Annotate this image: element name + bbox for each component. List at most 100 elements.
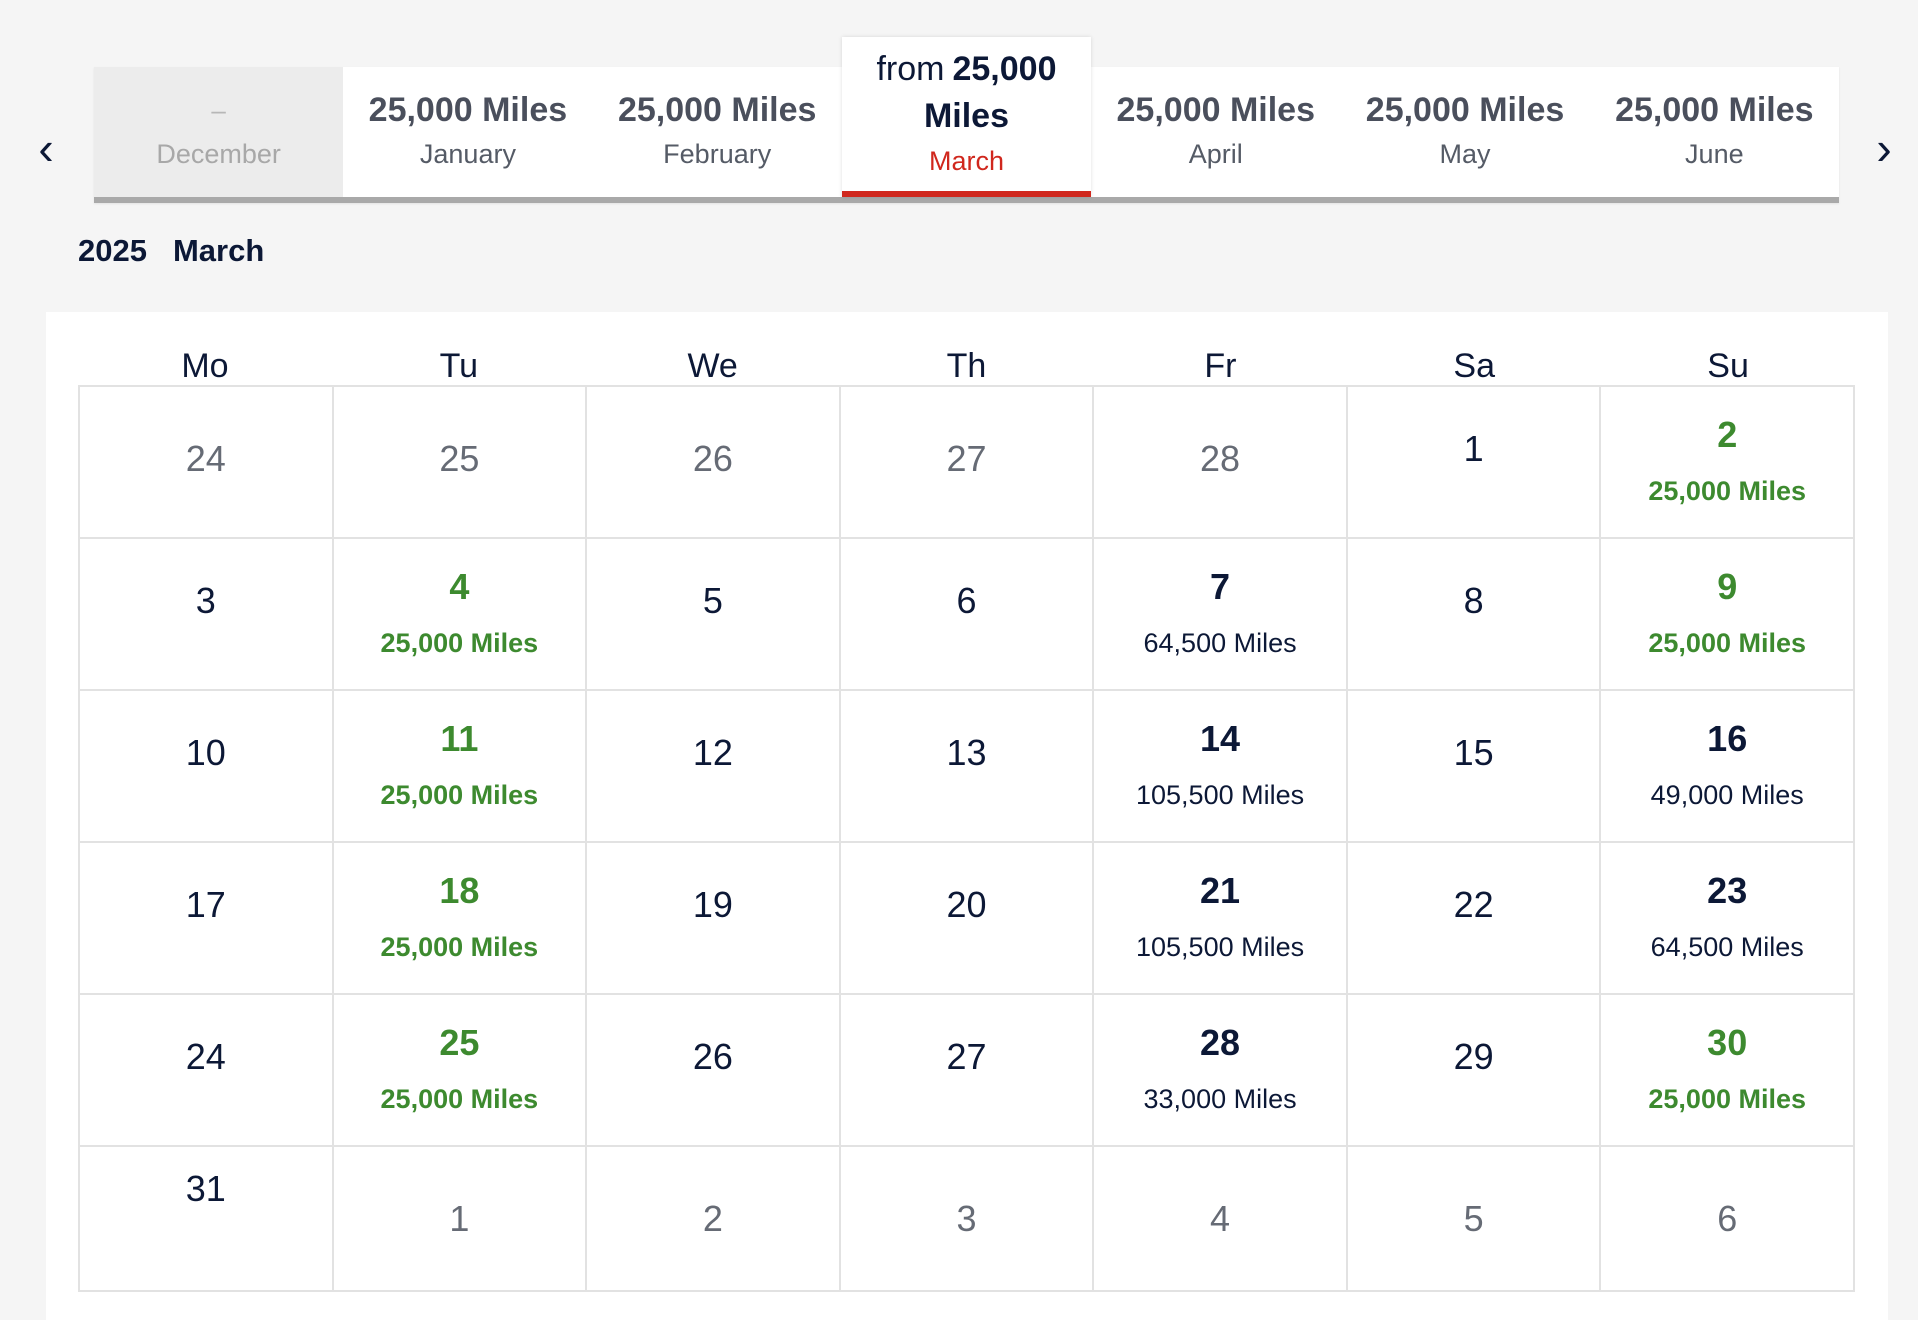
calendar-day-cell[interactable]: 15	[1347, 691, 1602, 843]
calendar-day-cell[interactable]: 26	[587, 995, 841, 1147]
month-price: 25,000 Miles	[368, 91, 568, 129]
calendar-day-cell[interactable]: 26	[587, 387, 841, 539]
calendar-day-cell[interactable]: 3	[80, 539, 334, 691]
month-price: 25,000 Miles	[1365, 91, 1565, 129]
calendar-day-cell[interactable]: 28 33,000 Miles	[1094, 995, 1348, 1147]
calendar-day-cell[interactable]: 11 25,000 Miles	[333, 691, 588, 843]
day-miles-price: 25,000 Miles	[1648, 476, 1807, 506]
month-name: April	[1188, 139, 1243, 169]
calendar-day-cell[interactable]: 1	[333, 1147, 588, 1292]
calendar-day-cell[interactable]: 9 25,000 Miles	[1601, 539, 1855, 691]
calendar-heading: 2025 March	[78, 233, 264, 269]
calendar-day-cell[interactable]: 10	[80, 691, 334, 843]
day-number: 15	[1453, 732, 1494, 773]
month-tab-march[interactable]: from 25,000 Miles March	[841, 37, 1092, 197]
day-number: 27	[946, 438, 987, 479]
month-tab-february[interactable]: 25,000 Miles February	[593, 67, 842, 197]
heading-month: March	[172, 233, 265, 268]
calendar-day-cell[interactable]: 13	[840, 691, 1095, 843]
month-tab-june[interactable]: 25,000 Miles June	[1590, 67, 1839, 197]
calendar-day-cell[interactable]: 17	[80, 843, 334, 995]
day-miles-price: 25,000 Miles	[380, 932, 539, 962]
day-number: 28	[1200, 438, 1241, 479]
month-name: May	[1439, 139, 1491, 169]
day-number: 14	[1200, 718, 1241, 759]
month-tab-december: – December	[94, 67, 344, 197]
calendar-day-cell[interactable]: 14 105,500 Miles	[1094, 691, 1348, 843]
weekday-mo: Mo	[181, 347, 229, 385]
month-tab-may[interactable]: 25,000 Miles May	[1340, 67, 1589, 197]
day-number: 3	[956, 1198, 977, 1239]
day-number: 30	[1707, 1022, 1748, 1063]
calendar-day-cell[interactable]: 19	[587, 843, 841, 995]
weekday-sa: Sa	[1453, 347, 1496, 385]
calendar-day-cell[interactable]: 25 25,000 Miles	[333, 995, 588, 1147]
calendar-day-cell[interactable]: 27	[840, 387, 1095, 539]
next-month-arrow-icon[interactable]: ›	[1876, 122, 1892, 174]
calendar-day-cell[interactable]: 28	[1094, 387, 1348, 539]
day-miles-price: 25,000 Miles	[380, 628, 539, 658]
day-number: 26	[692, 1036, 733, 1077]
weekday-tu: Tu	[439, 347, 478, 385]
day-number: 18	[439, 870, 480, 911]
day-number: 26	[692, 438, 733, 479]
calendar-day-cell[interactable]: 4	[1094, 1147, 1348, 1292]
day-number: 17	[185, 884, 226, 925]
day-miles-price: 25,000 Miles	[380, 1084, 539, 1114]
day-number: 5	[1463, 1198, 1484, 1239]
month-name: December	[156, 139, 281, 169]
month-tab-january[interactable]: 25,000 Miles January	[343, 67, 592, 197]
calendar-day-cell[interactable]: 21 105,500 Miles	[1094, 843, 1348, 995]
calendar-panel: Mo Tu We Th Fr Sa Su 24 25 26 27 28 1 2 25,000 Miles 3…	[46, 312, 1888, 1320]
calendar-day-cell[interactable]: 30 25,000 Miles	[1601, 995, 1855, 1147]
day-miles-price: 64,500 Miles	[1650, 932, 1804, 962]
calendar-day-cell[interactable]: 29	[1347, 995, 1602, 1147]
calendar-day-cell[interactable]: 24	[80, 995, 334, 1147]
calendar-day-cell[interactable]: 2	[587, 1147, 841, 1292]
calendar-day-cell[interactable]: 2 25,000 Miles	[1601, 387, 1855, 539]
day-number: 7	[1210, 566, 1231, 607]
day-number: 1	[1463, 428, 1484, 469]
calendar-day-cell[interactable]: 18 25,000 Miles	[333, 843, 588, 995]
month-tab-april[interactable]: 25,000 Miles April	[1091, 67, 1340, 197]
calendar-day-cell[interactable]: 24	[80, 387, 334, 539]
calendar-day-cell[interactable]: 23 64,500 Miles	[1601, 843, 1855, 995]
day-miles-price: 105,500 Miles	[1136, 932, 1305, 962]
day-number: 4	[449, 566, 470, 607]
calendar-day-cell[interactable]: 5	[587, 539, 841, 691]
calendar-day-cell[interactable]: 20	[840, 843, 1095, 995]
calendar-day-cell[interactable]: 25	[333, 387, 588, 539]
calendar-day-cell[interactable]: 31	[80, 1147, 334, 1292]
weekday-th: Th	[946, 347, 987, 385]
calendar-day-cell[interactable]: 1	[1347, 387, 1602, 539]
calendar-day-cell[interactable]: 8	[1347, 539, 1602, 691]
day-number: 13	[946, 732, 987, 773]
day-number: 1	[449, 1198, 470, 1239]
day-miles-price: 49,000 Miles	[1650, 780, 1804, 810]
day-number: 21	[1200, 870, 1241, 911]
calendar-day-cell[interactable]: 27	[840, 995, 1095, 1147]
day-number: 23	[1707, 870, 1748, 911]
calendar-day-cell[interactable]: 4 25,000 Miles	[333, 539, 588, 691]
calendar-day-cell[interactable]: 22	[1347, 843, 1602, 995]
day-number: 6	[956, 580, 977, 621]
day-number: 27	[946, 1036, 987, 1077]
month-name: February	[663, 139, 772, 169]
day-number: 25	[439, 438, 480, 479]
calendar-day-cell[interactable]: 3	[840, 1147, 1095, 1292]
calendar-day-cell[interactable]: 6	[840, 539, 1095, 691]
month-price: 25,000 Miles	[617, 91, 817, 129]
day-number: 29	[1453, 1036, 1494, 1077]
day-number: 19	[692, 884, 733, 925]
day-miles-price: 25,000 Miles	[380, 780, 539, 810]
calendar-day-cell[interactable]: 12	[587, 691, 841, 843]
prev-month-arrow-icon[interactable]: ‹	[38, 122, 54, 174]
calendar-day-cell[interactable]: 7 64,500 Miles	[1094, 539, 1348, 691]
day-number: 11	[440, 718, 479, 759]
day-number: 3	[195, 580, 216, 621]
calendar-day-cell[interactable]: 5	[1347, 1147, 1602, 1292]
calendar-day-cell[interactable]: 16 49,000 Miles	[1601, 691, 1855, 843]
day-number: 24	[185, 1036, 226, 1077]
day-miles-price: 64,500 Miles	[1143, 628, 1297, 658]
calendar-day-cell[interactable]: 6	[1601, 1147, 1855, 1292]
